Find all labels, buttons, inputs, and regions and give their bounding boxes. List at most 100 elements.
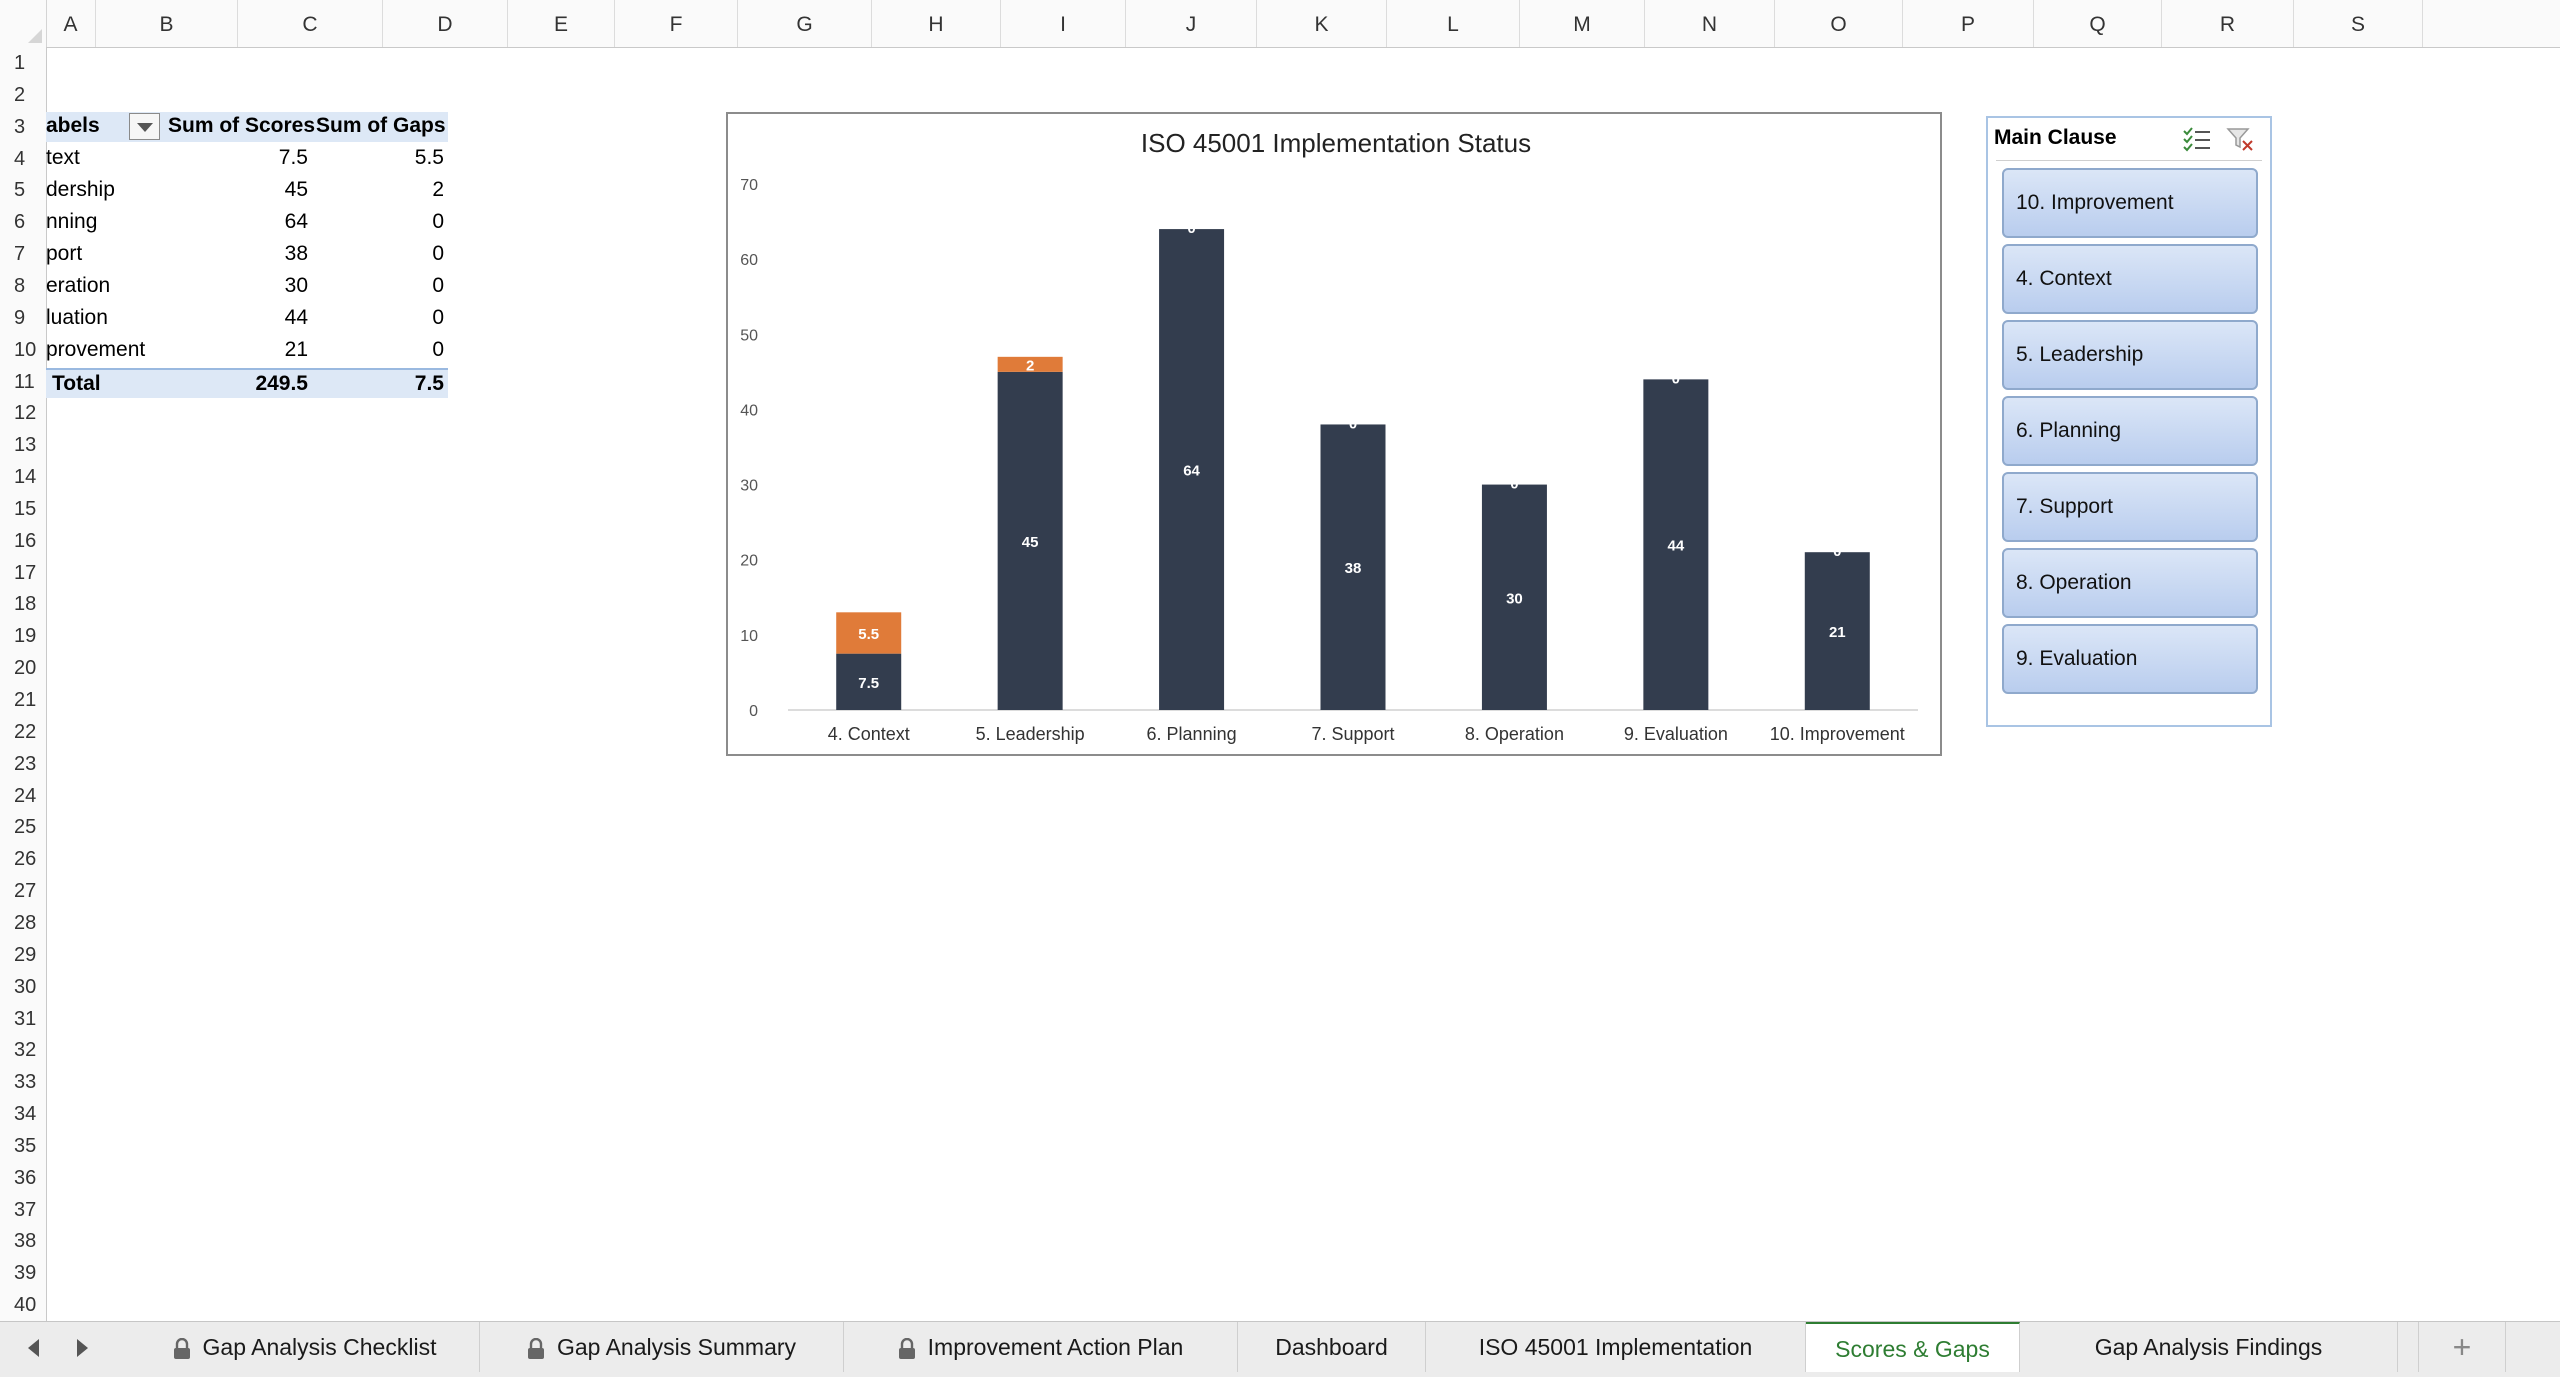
bar-series1-2[interactable] (1159, 229, 1225, 710)
multi-select-icon[interactable] (2182, 126, 2212, 152)
row-header-24[interactable]: 24 (14, 784, 37, 807)
main-clause-slicer[interactable]: Main Clause 10. Improvement 4. Context 5. … (1986, 116, 2272, 727)
row-header-20[interactable]: 20 (14, 657, 37, 680)
column-header-o[interactable]: O (1775, 0, 1903, 47)
row-header-34[interactable]: 34 (14, 1103, 37, 1126)
pivot-row-gaps[interactable]: 0 (432, 306, 444, 329)
row-header-12[interactable]: 12 (14, 402, 37, 425)
row-header-11[interactable]: 11 (14, 370, 35, 393)
pivot-filter-dropdown-button[interactable] (129, 113, 160, 140)
row-header-26[interactable]: 26 (14, 848, 37, 871)
row-header-22[interactable]: 22 (14, 720, 37, 743)
pivot-row-label[interactable]: provement (46, 338, 146, 361)
column-header-g[interactable]: G (738, 0, 872, 47)
sheet-tab[interactable]: Gap Analysis Findings (2020, 1322, 2398, 1372)
column-header-d[interactable]: D (383, 0, 508, 47)
column-header-l[interactable]: L (1387, 0, 1520, 47)
slicer-item[interactable]: 8. Operation (2002, 548, 2258, 618)
pivot-row-scores[interactable]: 30 (284, 274, 308, 297)
sheet-tab[interactable]: Improvement Action Plan (844, 1322, 1238, 1372)
pivot-row-label[interactable]: text (46, 146, 80, 169)
pivot-row-labels-header[interactable]: abels (46, 114, 100, 137)
column-header-r[interactable]: R (2162, 0, 2294, 47)
row-header-37[interactable]: 37 (14, 1198, 37, 1221)
column-header-q[interactable]: Q (2034, 0, 2162, 47)
bar-series1-0[interactable] (836, 653, 902, 710)
scroll-tabs-right-icon[interactable] (68, 1334, 96, 1362)
column-header-a[interactable]: A (46, 0, 96, 47)
column-header-e[interactable]: E (508, 0, 615, 47)
bar-series1-5[interactable] (1643, 379, 1709, 710)
pivot-row-gaps[interactable]: 0 (432, 274, 444, 297)
implementation-status-chart[interactable]: ISO 45001 Implementation Status 0 10 20 30 4… (726, 112, 1942, 756)
pivot-row-label[interactable]: dership (46, 178, 115, 201)
row-header-39[interactable]: 39 (14, 1262, 37, 1285)
row-header-15[interactable]: 15 (14, 497, 37, 520)
row-header-4[interactable]: 4 (14, 147, 26, 170)
column-header-s[interactable]: S (2294, 0, 2423, 47)
slicer-item[interactable]: 5. Leadership (2002, 320, 2258, 390)
column-header-k[interactable]: K (1257, 0, 1387, 47)
row-header-18[interactable]: 18 (14, 593, 37, 616)
pivot-row-scores[interactable]: 21 (284, 338, 308, 361)
row-header-23[interactable]: 23 (14, 752, 37, 775)
bar-series1-6[interactable] (1804, 552, 1870, 710)
row-header-8[interactable]: 8 (14, 274, 26, 297)
pivot-sum-of-gaps-header[interactable]: Sum of Gaps (316, 114, 446, 137)
pivot-total-scores[interactable]: 249.5 (255, 372, 308, 395)
row-header-2[interactable]: 2 (14, 83, 26, 106)
row-header-32[interactable]: 32 (14, 1039, 37, 1062)
row-header-28[interactable]: 28 (14, 911, 37, 934)
row-header-6[interactable]: 6 (14, 211, 26, 234)
sheet-tab[interactable]: Gap Analysis Checklist (130, 1322, 480, 1372)
sheet-tab[interactable]: Scores & Gaps (1806, 1322, 2020, 1372)
bar-series1-1[interactable] (997, 371, 1063, 710)
pivot-row-gaps[interactable]: 0 (432, 242, 444, 265)
column-header-b[interactable]: B (96, 0, 238, 47)
row-header-27[interactable]: 27 (14, 880, 37, 903)
column-header-f[interactable]: F (615, 0, 738, 47)
row-header-13[interactable]: 13 (14, 434, 37, 457)
slicer-item[interactable]: 10. Improvement (2002, 168, 2258, 238)
pivot-total-label[interactable]: Total (52, 372, 101, 395)
pivot-row-scores[interactable]: 7.5 (278, 146, 308, 169)
row-header-16[interactable]: 16 (14, 529, 37, 552)
column-header-p[interactable]: P (1903, 0, 2034, 47)
pivot-row-scores[interactable]: 64 (284, 210, 308, 233)
row-header-33[interactable]: 33 (14, 1071, 37, 1094)
pivot-sum-of-scores-header[interactable]: Sum of Scores (168, 114, 316, 137)
row-header-21[interactable]: 21 (14, 689, 37, 711)
column-header-c[interactable]: C (238, 0, 383, 47)
row-header-31[interactable]: 31 (14, 1007, 37, 1030)
slicer-item[interactable]: 4. Context (2002, 244, 2258, 314)
slicer-item[interactable]: 9. Evaluation (2002, 624, 2258, 694)
pivot-row-label[interactable]: eration (46, 274, 111, 297)
row-header-5[interactable]: 5 (14, 179, 26, 202)
row-header-36[interactable]: 36 (14, 1166, 37, 1189)
bar-series2-1[interactable] (997, 356, 1063, 372)
pivot-row-gaps[interactable]: 0 (432, 338, 444, 361)
column-header-i[interactable]: I (1001, 0, 1126, 47)
row-header-14[interactable]: 14 (14, 466, 37, 489)
row-header-3[interactable]: 3 (14, 115, 26, 138)
sheet-tab[interactable]: Gap Analysis Summary (480, 1322, 844, 1372)
bar-series1-4[interactable] (1481, 484, 1547, 710)
row-header-40[interactable]: 40 (14, 1294, 37, 1317)
add-sheet-button[interactable]: + (2418, 1322, 2506, 1372)
slicer-item[interactable]: 7. Support (2002, 472, 2258, 542)
pivot-row-gaps[interactable]: 2 (432, 178, 444, 201)
row-header-25[interactable]: 25 (14, 816, 37, 839)
bar-series2-0[interactable] (836, 612, 902, 654)
pivot-row-scores[interactable]: 38 (284, 242, 308, 265)
pivot-row-scores[interactable]: 44 (284, 306, 308, 329)
pivot-row-label[interactable]: nning (46, 210, 98, 233)
row-header-30[interactable]: 30 (14, 975, 37, 998)
column-header-j[interactable]: J (1126, 0, 1257, 47)
bar-series1-3[interactable] (1320, 424, 1386, 710)
row-header-7[interactable]: 7 (14, 243, 26, 266)
pivot-total-gaps[interactable]: 7.5 (414, 372, 444, 395)
row-header-9[interactable]: 9 (14, 306, 26, 329)
row-header-10[interactable]: 10 (14, 338, 37, 361)
pivot-row-label[interactable]: port (46, 242, 83, 265)
slicer-item[interactable]: 6. Planning (2002, 396, 2258, 466)
